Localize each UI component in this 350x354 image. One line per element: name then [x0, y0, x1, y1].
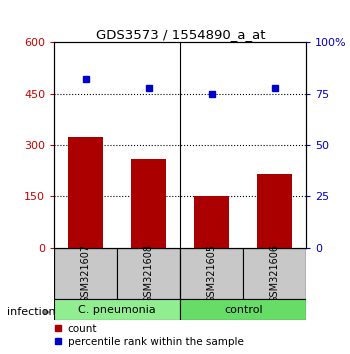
Bar: [180, 299, 306, 320]
Text: GSM321608: GSM321608: [144, 244, 154, 303]
Legend: count, percentile rank within the sample: count, percentile rank within the sample: [54, 324, 244, 347]
Bar: [54, 248, 117, 299]
Text: GSM321606: GSM321606: [270, 244, 280, 303]
Bar: [195, 196, 229, 248]
Bar: [132, 159, 166, 248]
Text: GSM321607: GSM321607: [81, 244, 91, 303]
Bar: [117, 248, 180, 299]
Title: GDS3573 / 1554890_a_at: GDS3573 / 1554890_a_at: [96, 28, 265, 41]
Text: GSM321605: GSM321605: [207, 244, 217, 303]
Bar: [243, 248, 306, 299]
Bar: [68, 137, 103, 248]
Bar: [54, 299, 180, 320]
Text: control: control: [224, 305, 262, 315]
Text: infection: infection: [7, 307, 56, 317]
Text: C. pneumonia: C. pneumonia: [78, 305, 156, 315]
Bar: [258, 174, 292, 248]
Bar: [180, 248, 243, 299]
